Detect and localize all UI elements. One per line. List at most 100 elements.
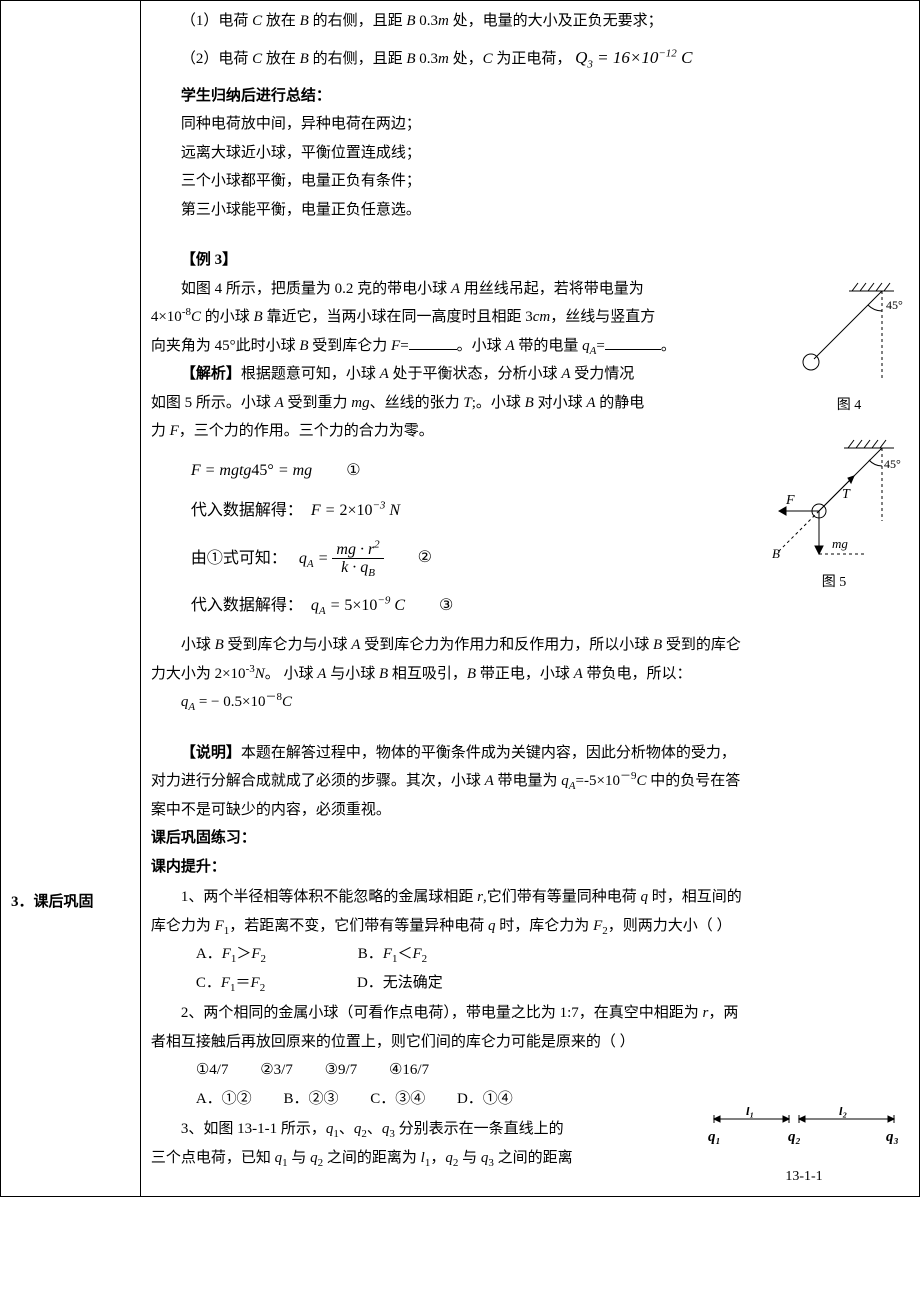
question-2: 2、两个相同的金属小球（可看作点电荷），带电量之比为 1:7，在真空中相距为 r… [151, 999, 909, 1028]
var-f: F [593, 918, 602, 934]
txt: 与小球 [326, 666, 379, 682]
txt: 靠近它，当两小球在同一高度时且相距 3 [263, 309, 533, 325]
var-b: B [406, 51, 415, 67]
var-q: q [299, 549, 307, 566]
example-3-title: 【例 3】 [151, 246, 909, 275]
num: mg · r [336, 541, 374, 558]
var-q: q [640, 889, 648, 905]
left-column: 3．课后巩固 [1, 1, 141, 1197]
prelim-line-2: （2）电荷 C 放在 B 的右侧，且距 B 0.3m 处，C 为正电荷， Q3 … [151, 42, 909, 74]
txt: ，丝线与竖直方 [550, 309, 655, 325]
txt: 处于平衡状态，分析小球 [389, 366, 562, 382]
txt: 。 [661, 338, 676, 354]
var-q: q [561, 773, 569, 789]
txt: 之间的距离 [494, 1150, 573, 1166]
summary-l4: 第三小球能平衡，电量正负任意选。 [151, 196, 909, 225]
txt: 3、如图 13-1-1 所示， [181, 1121, 326, 1137]
note-label: 【说明】 [181, 745, 241, 761]
var-c: C [483, 51, 493, 67]
txt: 、 [367, 1121, 382, 1137]
ex3-note-1: 【说明】本题在解答过程中，物体的平衡条件成为关键内容，因此分析物体的受力， [151, 739, 909, 768]
q2-o3: ③9/7 [325, 1056, 358, 1085]
summary-l2: 远离大球近小球，平衡位置连成线； [151, 139, 909, 168]
var-f: F [170, 423, 179, 439]
txt: 由①式可知： [191, 549, 287, 566]
txt: 代入数据解得： [191, 597, 303, 614]
txt: 的静电 [596, 395, 645, 411]
svg-text:T: T [842, 487, 851, 502]
blank-2 [605, 335, 661, 350]
var-mg: mg [351, 395, 369, 411]
svg-text:q₁: q₁ [708, 1129, 721, 1145]
blank-1 [409, 335, 457, 350]
ex3-after-2: 力大小为 2×10-3N。 小球 A 与小球 B 相互吸引，B 带正电，小球 A… [151, 660, 909, 689]
homework-title-2: 课内提升： [151, 853, 909, 882]
txt: 。 小球 [265, 666, 318, 682]
homework-title-1: 课后巩固练习： [151, 824, 909, 853]
figure-4: 45° 图 4 [789, 279, 909, 420]
eq-number-1: ① [346, 456, 360, 486]
txt: 分别表示在一条直线上的 [395, 1121, 564, 1137]
svg-text:l₁: l₁ [746, 1107, 754, 1118]
svg-text:45°: 45° [884, 457, 901, 471]
txt: ,它们带有等量同种电荷 [483, 889, 641, 905]
q2-opt-a: A．①② [196, 1085, 252, 1114]
txt: 本题在解答过程中，物体的平衡条件成为关键内容，因此分析物体的受力， [241, 745, 736, 761]
analysis-label: 【解析】 [181, 366, 241, 382]
txt: 4×10 [151, 309, 182, 325]
q2-opt-b: B．②③ [283, 1085, 338, 1114]
svg-text:l₂: l₂ [839, 1107, 847, 1118]
var-f: F [215, 918, 224, 934]
q2-o2: ②3/7 [260, 1056, 293, 1085]
txt: 小球 [181, 637, 215, 653]
summary-l3: 三个小球都平衡，电量正负有条件； [151, 167, 909, 196]
txt: 时，相互间的 [648, 889, 742, 905]
question-2b: 者相互接触后再放回原来的位置上，则它们间的库仑力可能是原来的（ ） [151, 1028, 909, 1057]
exp: －8 [265, 691, 282, 703]
txt: 之间的距离为 [323, 1150, 421, 1166]
q2-o4: ④16/7 [389, 1056, 429, 1085]
txt: 库仑力为 [151, 918, 215, 934]
txt: 处， [449, 51, 483, 67]
question-1: 1、两个半径相等体积不能忽略的金属球相距 r,它们带有等量同种电荷 q 时，相互… [151, 883, 909, 912]
figure-5: 45° F T mg B 图 5 [759, 436, 909, 597]
figure-4-svg: 45° [794, 279, 904, 389]
txt: ， [430, 1150, 445, 1166]
txt: 中的负号在答 [646, 773, 740, 789]
txt: 如图 5 所示。小球 [151, 395, 275, 411]
txt: = [400, 338, 408, 354]
q2-opt-d: D．①④ [457, 1085, 513, 1114]
svg-text:q₂: q₂ [788, 1129, 801, 1145]
question-1b: 库仑力为 F1，若距离不变，它们带有等量异种电荷 q 时，库仑力为 F2，则两力… [151, 912, 909, 941]
txt: 时，库仑力为 [496, 918, 594, 934]
var-c: C [252, 13, 262, 29]
var-q: q [275, 1150, 283, 1166]
unit: m [438, 13, 449, 29]
txt: 放在 [262, 51, 300, 67]
txt: = − 0.5×10 [195, 694, 265, 710]
txt: 与 [458, 1150, 481, 1166]
summary-title: 学生归纳后进行总结： [151, 82, 909, 111]
exp: -3 [246, 663, 255, 675]
q2-subopts: ①4/7 ②3/7 ③9/7 ④16/7 [196, 1056, 909, 1085]
q1-opt-b: B．F1＜F2 [358, 940, 427, 969]
txt: 受到重力 [284, 395, 352, 411]
figure-4-caption: 图 4 [789, 393, 909, 420]
var-c: C [252, 51, 262, 67]
txt: =-5×10 [576, 773, 620, 789]
txt: 受力情况 [570, 366, 634, 382]
txt: 的小球 [201, 309, 254, 325]
svg-text:B: B [772, 546, 780, 561]
txt: 受到库仑力为作用力和反作用力，所以小球 [360, 637, 653, 653]
exp: －9 [620, 770, 637, 782]
eq: = [318, 549, 333, 566]
txt: 、 [339, 1121, 354, 1137]
q1-options-row1: A．F1＞F2 B．F1＜F2 [196, 940, 909, 969]
txt: 受到的库仑 [662, 637, 741, 653]
txt: 带正电，小球 [476, 666, 574, 682]
q1-opt-d: D．无法确定 [357, 969, 443, 998]
q2-o1: ①4/7 [196, 1056, 229, 1085]
txt: 对小球 [534, 395, 587, 411]
txt: 根据题意可知，小球 [241, 366, 380, 382]
eq-number-3: ③ [439, 591, 453, 621]
